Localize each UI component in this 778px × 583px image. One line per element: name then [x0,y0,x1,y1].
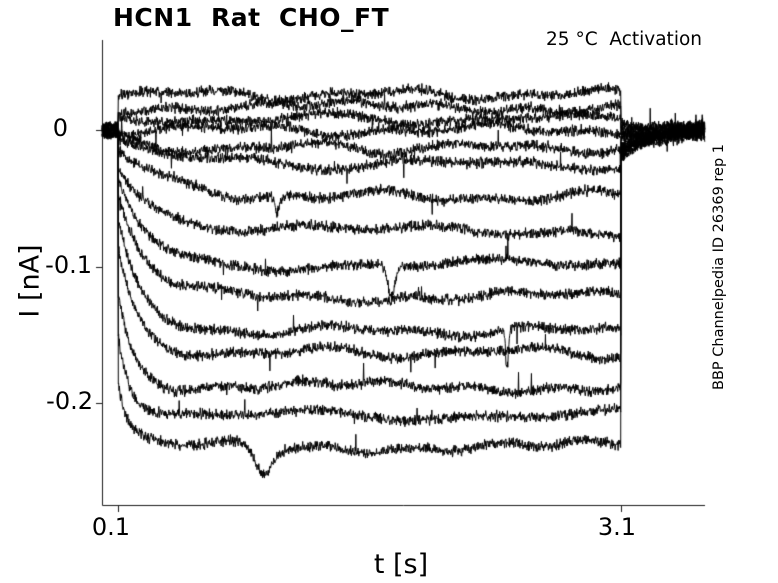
x-axis-label: t [s] [373,549,429,580]
x-tick-label-0-1: 0.1 [91,513,131,541]
y-tick-label-neg-0-2: -0.2 [46,387,93,415]
temperature-protocol-annotation: 25 °C Activation [546,29,702,50]
channelpedia-id-annotation: BBP Channelpedia ID 26369 rep 1 [711,143,727,391]
y-tick-label-0: 0 [52,114,68,142]
x-tick-label-3-1: 3.1 [597,513,637,541]
chart-title: HCN1 Rat CHO_FT [113,3,390,32]
y-tick-label-neg-0-1: -0.1 [45,251,92,279]
